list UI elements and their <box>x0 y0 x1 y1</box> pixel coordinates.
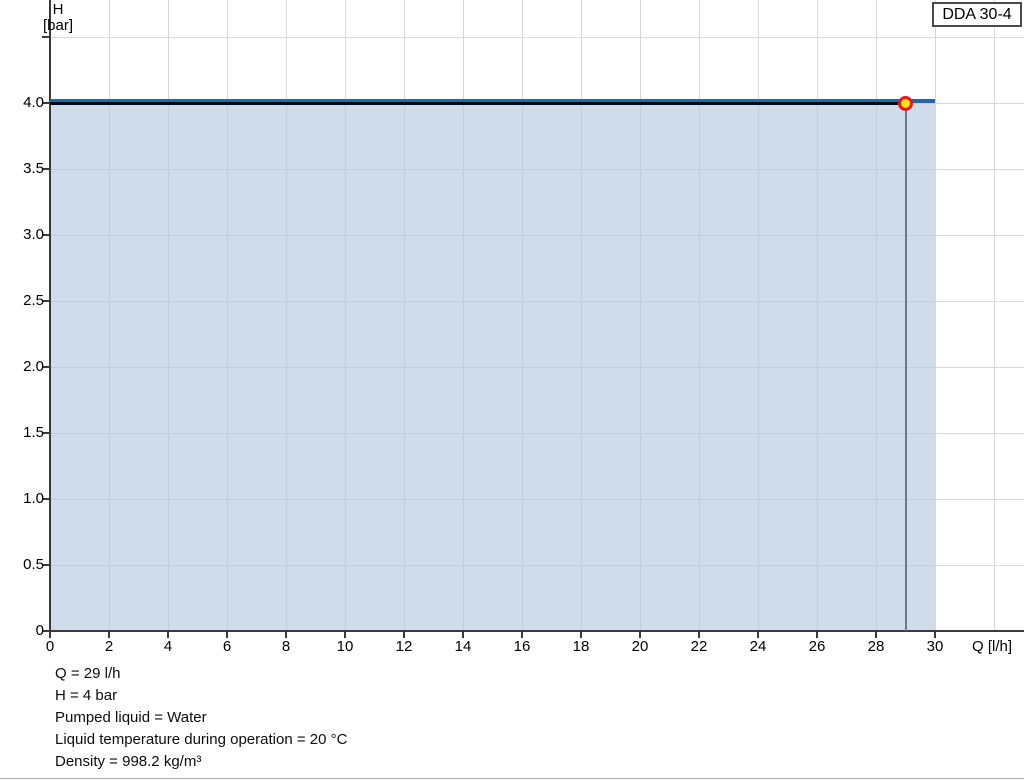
y-tick-label: 0 <box>35 622 44 639</box>
y-axis-title-unit: [bar] <box>42 17 73 34</box>
y-tick <box>42 102 50 104</box>
info-line-head: H = 4 bar <box>55 687 118 704</box>
operating-point-marker[interactable] <box>898 95 913 111</box>
x-tick-label: 10 <box>336 638 354 655</box>
y-tick <box>42 234 50 236</box>
x-gridline <box>993 0 995 631</box>
y-tick <box>42 168 50 170</box>
x-tick <box>757 632 759 638</box>
x-axis-line <box>49 630 1024 632</box>
x-tick-label: 16 <box>513 638 531 655</box>
bottom-divider <box>0 778 1024 779</box>
y-tick <box>42 630 50 632</box>
x-tick <box>167 632 169 638</box>
x-tick <box>639 632 641 638</box>
operating-range-line <box>50 102 906 105</box>
y-tick <box>42 36 50 38</box>
y-tick-label: 0.5 <box>23 556 44 573</box>
chart-plot-area: 0 2 4 6 8 10 12 14 16 18 20 22 24 26 28 30 4.0 3.5 3.0 2.5 2… <box>23 0 1024 655</box>
y-tick <box>42 300 50 302</box>
x-tick-label: 0 <box>45 638 55 655</box>
info-line-temperature: Liquid temperature during operation = 20… <box>55 731 348 748</box>
info-line-liquid: Pumped liquid = Water <box>55 709 207 726</box>
model-label-box: DDA 30-4 <box>932 2 1022 27</box>
x-gridline <box>934 0 936 631</box>
x-tick <box>521 632 523 638</box>
x-tick <box>403 632 405 638</box>
x-tick <box>226 632 228 638</box>
x-tick <box>344 632 346 638</box>
x-tick <box>285 632 287 638</box>
x-tick-label: 22 <box>690 638 708 655</box>
operating-info-block: Q = 29 l/h H = 4 bar Pumped liquid = Wat… <box>55 663 347 773</box>
y-tick <box>42 366 50 368</box>
y-axis-line <box>49 0 51 632</box>
x-tick-label: 18 <box>572 638 590 655</box>
x-tick <box>580 632 582 638</box>
x-tick <box>875 632 877 638</box>
x-tick <box>816 632 818 638</box>
y-tick-label: 1.5 <box>23 424 44 441</box>
operating-point-drop-line <box>904 107 907 631</box>
x-tick <box>49 632 51 638</box>
y-tick <box>42 498 50 500</box>
y-axis-title: H [bar] <box>26 2 90 34</box>
x-tick-label: 2 <box>104 638 114 655</box>
y-tick <box>42 564 50 566</box>
x-tick-label: 8 <box>281 638 291 655</box>
x-tick-label: 12 <box>395 638 413 655</box>
info-line-density: Density = 998.2 kg/m³ <box>55 753 202 770</box>
info-line-flow: Q = 29 l/h <box>55 665 121 682</box>
x-tick-label: 14 <box>454 638 472 655</box>
x-tick-label: 28 <box>867 638 885 655</box>
y-axis-title-symbol: H <box>52 1 64 18</box>
x-tick-label: 20 <box>631 638 649 655</box>
x-tick <box>108 632 110 638</box>
x-tick-label: 24 <box>749 638 767 655</box>
y-tick-label: 4.0 <box>23 94 44 111</box>
x-tick-label: 30 <box>926 638 944 655</box>
model-label: DDA 30-4 <box>942 5 1012 23</box>
y-tick <box>42 432 50 434</box>
curve-area-fill <box>50 103 935 631</box>
y-tick-label: 2.0 <box>23 358 44 375</box>
x-axis-title: Q [l/h] <box>971 638 1012 655</box>
y-tick-label: 3.0 <box>23 226 44 243</box>
x-tick-label: 4 <box>163 638 173 655</box>
pump-curve-line <box>50 99 935 103</box>
y-gridline <box>50 36 1024 38</box>
x-tick-label: 26 <box>808 638 826 655</box>
x-tick <box>462 632 464 638</box>
x-tick-label: 6 <box>222 638 232 655</box>
y-tick-label: 2.5 <box>23 292 44 309</box>
x-tick <box>698 632 700 638</box>
x-tick <box>934 632 936 638</box>
y-tick-label: 1.0 <box>23 490 44 507</box>
y-tick-label: 3.5 <box>23 160 44 177</box>
